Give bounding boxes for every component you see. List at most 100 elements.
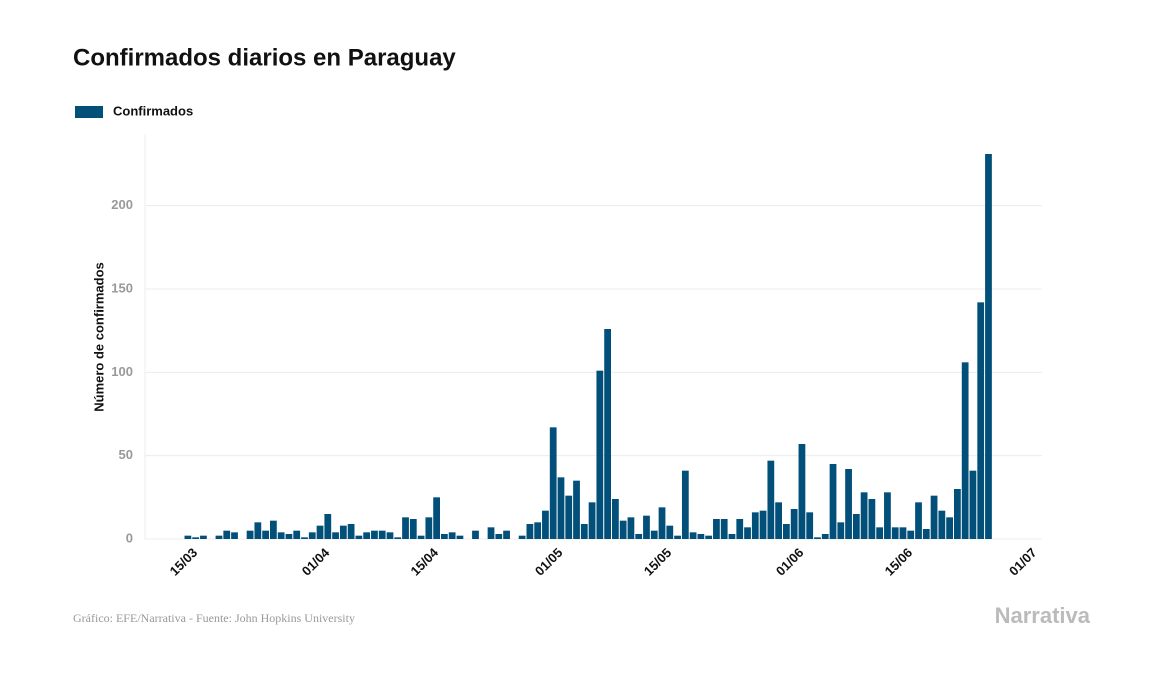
bar: [650, 530, 658, 539]
bar: [612, 499, 619, 539]
source: Gráfico: EFE/Narrativa - Fuente: John Ho…: [73, 611, 355, 625]
bar: [472, 530, 479, 539]
bar: [604, 329, 611, 539]
bar: [573, 480, 580, 539]
bar: [262, 530, 269, 539]
x-tick-label: 15/06: [882, 545, 916, 579]
bar: [534, 522, 542, 539]
bar: [627, 517, 635, 539]
bar: [744, 527, 751, 539]
bar: [456, 535, 464, 539]
bar: [231, 532, 238, 539]
y-tick-label: 200: [111, 197, 133, 212]
bar: [954, 489, 961, 539]
bar: [922, 529, 930, 539]
bar: [930, 495, 938, 539]
bar: [355, 535, 363, 539]
bar: [891, 527, 899, 539]
bar: [666, 525, 674, 539]
bar: [324, 514, 332, 539]
bar: [845, 469, 852, 539]
x-tick-label: 15/04: [408, 544, 442, 578]
x-tick-label: 01/07: [1006, 545, 1040, 579]
bar: [751, 512, 759, 539]
bar: [705, 535, 713, 539]
bar: [371, 530, 378, 539]
bar: [565, 495, 573, 539]
bar: [759, 510, 767, 539]
bar: [961, 362, 969, 539]
bar: [837, 522, 845, 539]
y-axis-label: Número de confirmados: [91, 262, 106, 412]
bar: [363, 532, 371, 539]
bar: [246, 530, 254, 539]
bar: [643, 515, 650, 539]
x-tick-label: 01/05: [532, 545, 566, 579]
bar: [542, 510, 549, 539]
bar: [868, 499, 876, 539]
bar: [495, 534, 503, 539]
bar: [518, 535, 526, 539]
bar: [619, 520, 627, 539]
bar: [580, 524, 588, 539]
bar: [223, 530, 231, 539]
bar: [775, 502, 782, 539]
bar: [674, 535, 681, 539]
bar: [681, 470, 689, 539]
logo: Narrativa: [995, 603, 1091, 628]
bar: [409, 519, 417, 539]
bar: [270, 520, 277, 539]
bar: [938, 510, 946, 539]
bar: [293, 530, 301, 539]
bar: [969, 470, 977, 539]
bar: [946, 517, 953, 539]
bar: [635, 534, 643, 539]
bar: [503, 530, 510, 539]
bar: [985, 154, 992, 539]
bar: [767, 460, 775, 539]
bar: [347, 524, 355, 539]
x-tick-label: 15/05: [641, 545, 675, 579]
bar: [549, 427, 557, 539]
legend-label: Confirmados: [113, 103, 193, 118]
x-tick-label: 15/03: [167, 545, 201, 579]
chart-title: Confirmados diarios en Paraguay: [73, 44, 456, 71]
bar: [441, 534, 448, 539]
bar: [728, 534, 736, 539]
bar: [394, 537, 402, 539]
y-tick-label: 150: [111, 280, 133, 295]
bar: [806, 512, 814, 539]
bar: [907, 530, 915, 539]
bar: [783, 524, 790, 539]
bar: [215, 535, 223, 539]
bar: [192, 537, 200, 539]
bar: [332, 532, 339, 539]
bar: [386, 532, 394, 539]
bar: [448, 532, 456, 539]
bar: [588, 502, 596, 539]
x-tick-label: 01/06: [773, 545, 807, 579]
bar: [487, 527, 495, 539]
bar: [790, 509, 798, 539]
bar: [720, 519, 728, 539]
bar: [301, 537, 308, 539]
bar: [899, 527, 907, 539]
bar: [277, 532, 285, 539]
bar: [254, 522, 262, 539]
bar: [378, 530, 386, 539]
bar: [689, 532, 697, 539]
legend-swatch: [75, 106, 103, 118]
bar: [814, 537, 821, 539]
bar: [425, 517, 433, 539]
bar: [876, 527, 884, 539]
bar: [339, 525, 347, 539]
bar: [658, 507, 666, 539]
bar: [316, 525, 324, 539]
bar: [884, 492, 891, 539]
y-tick-label: 50: [119, 447, 133, 462]
bar: [200, 535, 207, 539]
bar: [821, 534, 829, 539]
bar: [798, 444, 806, 539]
bar: [596, 370, 604, 539]
